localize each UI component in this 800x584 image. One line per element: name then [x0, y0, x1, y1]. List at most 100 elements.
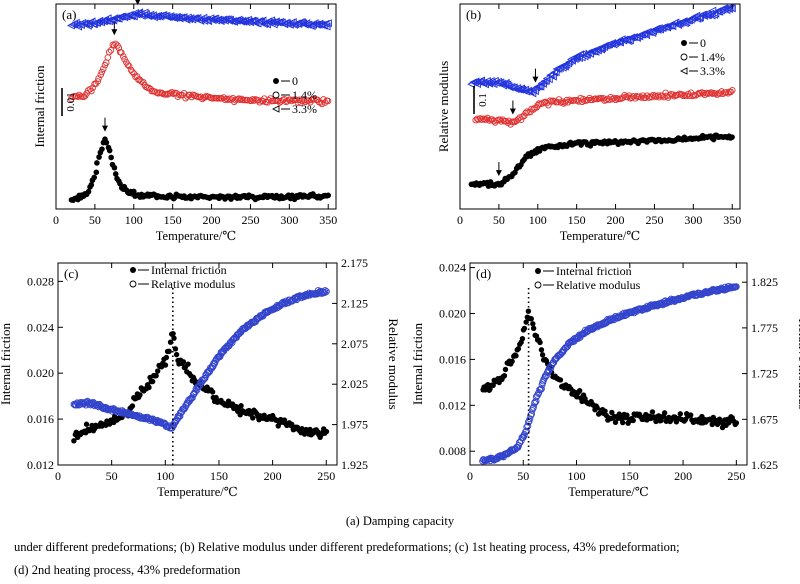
plot-frame	[469, 262, 748, 466]
data-point	[162, 91, 169, 98]
data-point	[683, 16, 692, 25]
data-point	[513, 353, 519, 359]
legend-label: Relative modulus	[556, 278, 641, 292]
data-point	[509, 358, 515, 365]
data-point	[518, 85, 527, 94]
data-point	[560, 100, 567, 107]
data-point	[654, 24, 663, 33]
data-point	[530, 403, 537, 411]
panel-a	[67, 8, 332, 203]
y-tick-label-right: 2.125	[341, 296, 368, 310]
data-point	[196, 17, 205, 25]
x-tick-label: 0	[53, 213, 59, 227]
y-tick-label-right: 1.775	[751, 321, 778, 335]
data-point	[250, 97, 258, 104]
data-point	[546, 97, 554, 104]
data-point	[235, 95, 243, 102]
data-point	[117, 180, 123, 187]
data-point	[534, 281, 542, 289]
data-point	[729, 87, 736, 94]
series-relative-modulus	[70, 287, 330, 432]
data-point	[307, 426, 313, 433]
data-point	[239, 96, 247, 104]
data-point	[106, 147, 113, 154]
y-tick-label: 0.028	[27, 274, 54, 288]
data-point	[200, 17, 209, 25]
y-tick-label-right: 1.925	[341, 458, 368, 472]
data-point	[121, 55, 128, 63]
data-point	[209, 389, 216, 395]
x-tick-label: 300	[684, 213, 702, 227]
y-tick-label: 0.016	[439, 352, 466, 366]
panel-label: (b)	[466, 7, 481, 22]
data-point	[609, 409, 615, 416]
data-point	[523, 423, 531, 431]
data-point	[130, 267, 136, 273]
y-tick-label: 0.020	[27, 366, 54, 380]
data-point	[550, 359, 558, 367]
x-tick-label: 250	[727, 469, 745, 483]
data-point	[201, 374, 209, 382]
data-point	[153, 373, 159, 379]
data-point	[517, 437, 525, 445]
data-point	[503, 80, 512, 89]
data-point	[530, 321, 536, 327]
scale-bar-label: 0.01	[65, 92, 77, 111]
series-1.4%	[67, 40, 332, 108]
data-point	[163, 354, 170, 361]
y-tick-label-right: 1.625	[751, 458, 778, 472]
panel-c	[70, 287, 330, 444]
x-axis-label: Temperature/℃	[560, 229, 640, 243]
data-point	[656, 93, 663, 101]
legend-label: 3.3%	[292, 102, 317, 116]
data-point	[302, 98, 309, 106]
data-point	[642, 31, 651, 40]
data-point	[223, 15, 232, 24]
data-point	[486, 76, 495, 85]
y-tick-label: 0.024	[27, 320, 54, 334]
data-point	[630, 417, 636, 424]
data-point	[183, 13, 192, 22]
x-tick-label: 200	[607, 213, 625, 227]
y-tick-label-right: 1.675	[751, 412, 778, 426]
data-point	[549, 72, 557, 81]
data-point	[106, 421, 113, 427]
legend-label: Relative modulus	[151, 277, 236, 291]
legend-label: 0	[700, 36, 706, 50]
data-point	[476, 115, 484, 122]
x-tick-label: 200	[203, 213, 221, 227]
series-0	[68, 136, 332, 203]
data-point	[544, 75, 553, 84]
series-internal-friction	[71, 330, 330, 444]
y-tick-label: 0.008	[439, 444, 466, 458]
data-point	[501, 78, 510, 87]
data-point	[539, 352, 546, 358]
data-point	[244, 96, 251, 104]
legend: 01.4%3.3%	[271, 74, 317, 116]
data-point	[94, 78, 101, 85]
data-point	[193, 386, 201, 394]
data-point	[534, 390, 542, 397]
data-point	[519, 335, 526, 342]
data-point	[325, 192, 332, 199]
x-tick-label: 0	[55, 469, 61, 483]
data-point	[564, 59, 573, 68]
y-axis-label-right: Relative modulus	[386, 318, 401, 409]
data-point	[273, 78, 279, 84]
data-point	[236, 96, 244, 104]
data-point	[522, 428, 530, 436]
y-tick-label-right: 1.825	[751, 275, 778, 289]
x-axis-label: Temperature/℃	[568, 485, 648, 499]
data-point	[223, 95, 230, 103]
data-point	[539, 99, 546, 107]
data-point	[103, 139, 110, 146]
data-point	[99, 146, 105, 152]
data-point	[176, 412, 184, 420]
data-point	[531, 87, 539, 95]
data-point	[710, 136, 717, 143]
panel-d	[479, 283, 740, 465]
data-point	[726, 420, 732, 426]
x-tick-label: 0	[457, 213, 463, 227]
data-point	[533, 82, 542, 91]
arrow	[509, 108, 516, 115]
